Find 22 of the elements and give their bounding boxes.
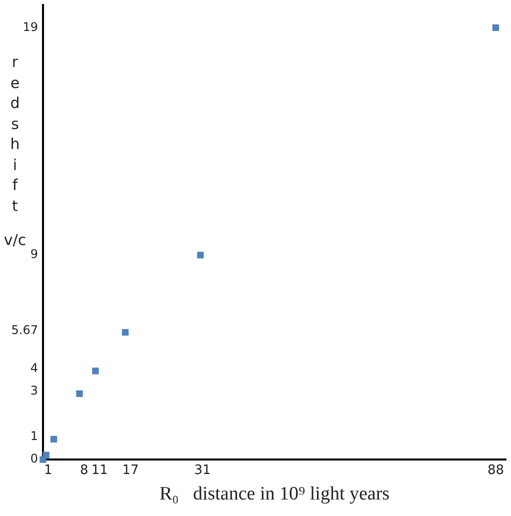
point bbox=[42, 452, 50, 458]
point bbox=[50, 436, 58, 442]
x-tick-label: 11 bbox=[91, 462, 108, 478]
y-tick-label: 19 bbox=[22, 20, 38, 34]
x-tick-label: 31 bbox=[194, 462, 211, 478]
text: redshift v/c bbox=[4, 53, 26, 249]
y-tick-label: 4 bbox=[30, 360, 38, 375]
point bbox=[197, 252, 204, 258]
point bbox=[92, 368, 99, 374]
x-tick-label: 88 bbox=[487, 462, 504, 478]
x-tick-label: 1 bbox=[44, 462, 52, 478]
y-tick-label: 5.67 bbox=[11, 322, 38, 337]
point bbox=[76, 390, 83, 398]
x-tick-label: 8 bbox=[80, 462, 88, 478]
x-axis-title: R₀ distance in 10⁹ light years bbox=[159, 484, 390, 505]
point bbox=[122, 328, 129, 336]
y-tick-label: 3 bbox=[30, 384, 38, 398]
y-tick-label: 9 bbox=[30, 247, 38, 262]
point bbox=[492, 24, 500, 32]
y-tick-label: 0 bbox=[30, 452, 38, 466]
y-tick-label: 1 bbox=[30, 428, 38, 443]
x-tick-label: 17 bbox=[122, 462, 139, 478]
